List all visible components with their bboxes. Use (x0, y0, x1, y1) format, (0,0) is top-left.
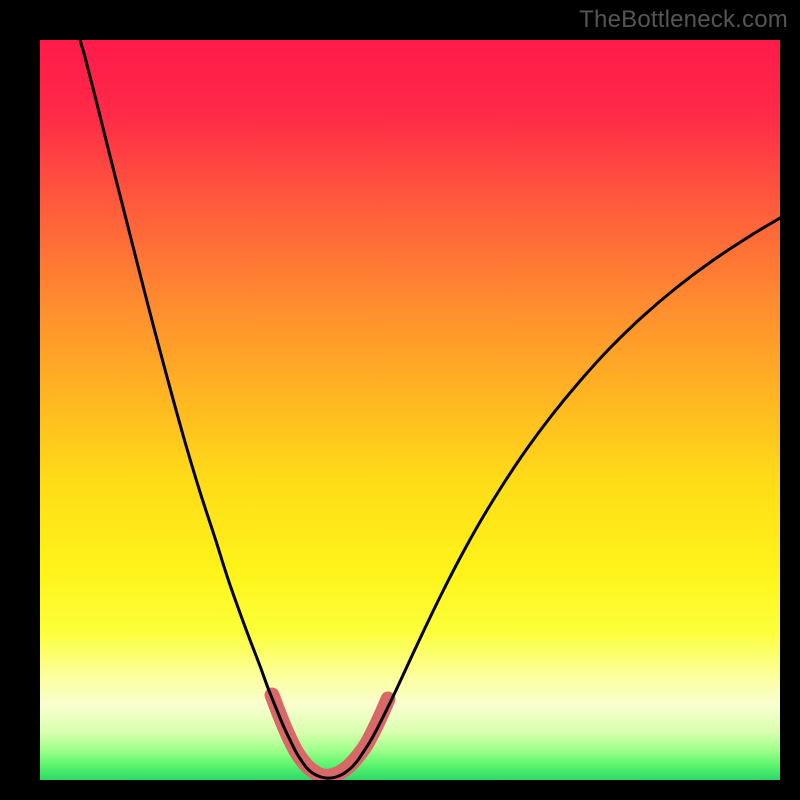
watermark-text: TheBottleneck.com (579, 6, 788, 34)
curve-layer (40, 40, 780, 780)
plot-area (40, 40, 780, 780)
curve-main (80, 40, 780, 778)
chart-container: TheBottleneck.com (0, 0, 800, 800)
